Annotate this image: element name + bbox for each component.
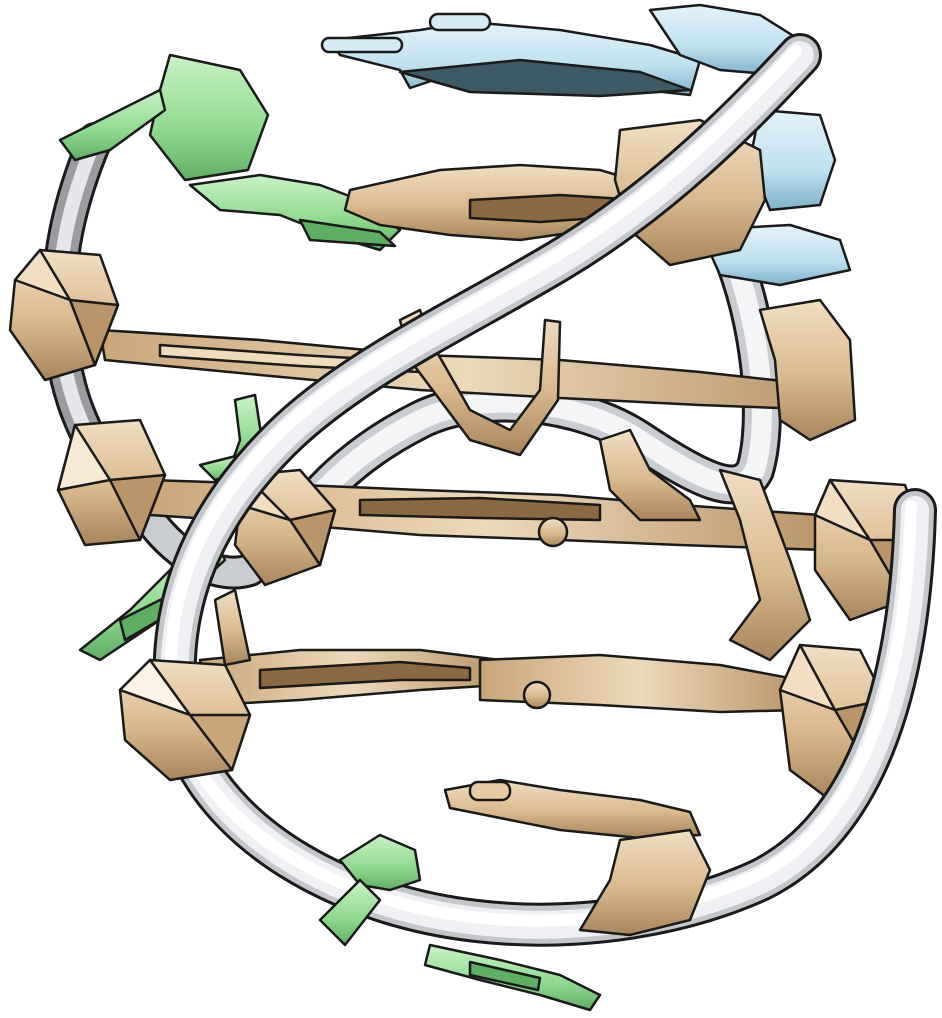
tan-sugar-left-middle: [56, 418, 167, 547]
green-nucleotide-bottom: [318, 833, 602, 1012]
tan-base-bottom: [443, 778, 712, 937]
tan-base-row-4: [198, 588, 802, 714]
green-nucleotide-top: [58, 53, 402, 252]
tan-sugar-left-upper: [8, 248, 120, 382]
blue-nucleotide-top: [320, 3, 852, 287]
tan-sugar-left-lower: [118, 658, 252, 782]
